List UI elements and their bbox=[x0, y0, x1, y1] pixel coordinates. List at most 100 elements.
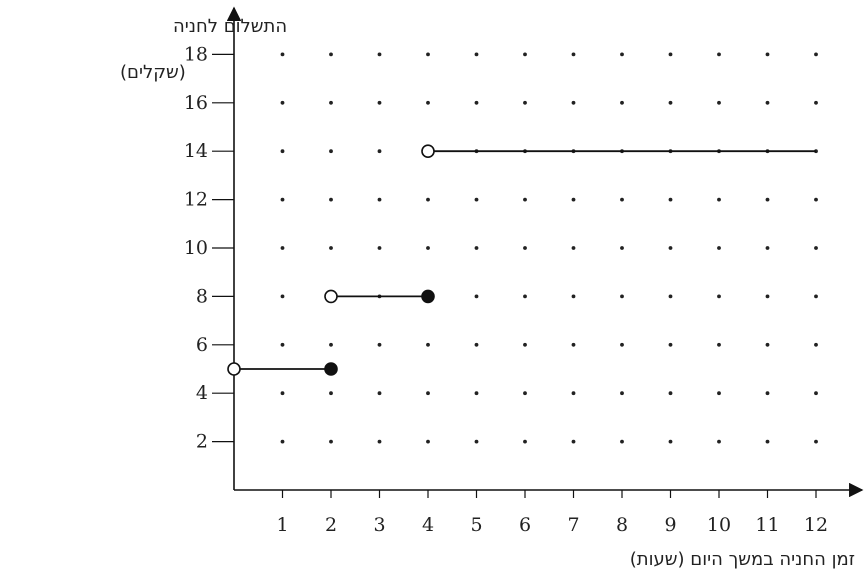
grid-dot bbox=[426, 439, 430, 444]
grid-dot bbox=[571, 100, 576, 105]
grid-dot bbox=[765, 391, 770, 396]
grid-dot bbox=[620, 246, 624, 250]
grid-dot bbox=[426, 342, 430, 347]
grid-dot bbox=[329, 197, 333, 202]
grid-dot bbox=[765, 439, 770, 444]
grid-dot bbox=[765, 294, 770, 299]
grid-dot bbox=[474, 391, 479, 396]
grid-dot bbox=[765, 100, 770, 105]
grid-dot bbox=[668, 342, 673, 347]
x-axis-title: זמן החניה במשך היום (שעות) bbox=[630, 549, 855, 570]
x-tick-label: 5 bbox=[470, 514, 482, 536]
grid-dot bbox=[668, 52, 673, 57]
x-tick-label: 12 bbox=[804, 514, 828, 536]
grid-dot bbox=[377, 52, 382, 57]
x-tick-label: 3 bbox=[373, 514, 385, 536]
x-tick-label: 10 bbox=[707, 514, 731, 536]
grid-dot bbox=[620, 439, 624, 444]
x-tick-label: 2 bbox=[325, 514, 337, 536]
grid-dot bbox=[523, 100, 527, 105]
grid-dot bbox=[620, 52, 624, 57]
grid-dot bbox=[717, 391, 721, 396]
grid-dot bbox=[523, 439, 527, 444]
grid-dot bbox=[280, 342, 285, 347]
grid-dot bbox=[474, 246, 479, 250]
grid-dot bbox=[620, 342, 624, 347]
y-tick-label: 16 bbox=[184, 92, 208, 114]
grid-dot bbox=[571, 294, 576, 299]
grid-dot bbox=[571, 391, 576, 396]
closed-point-2-end bbox=[421, 289, 435, 304]
y-axis-title-line1: התשלום לחניה bbox=[173, 16, 287, 37]
y-tick-label: 8 bbox=[196, 285, 208, 307]
grid-dot bbox=[280, 439, 285, 444]
grid-dot bbox=[426, 100, 430, 105]
grid-dot bbox=[426, 246, 430, 250]
grid-dot bbox=[474, 197, 479, 202]
y-tick-label: 10 bbox=[184, 237, 208, 259]
grid-dot bbox=[377, 100, 382, 105]
grid-dot bbox=[814, 197, 818, 202]
grid-dot bbox=[329, 391, 333, 396]
x-tick-label: 11 bbox=[755, 514, 779, 536]
open-point-1-start bbox=[227, 362, 241, 376]
x-tick-label: 6 bbox=[519, 514, 531, 536]
x-tick-label: 7 bbox=[567, 514, 579, 536]
grid-dot bbox=[814, 439, 818, 444]
grid-dot bbox=[329, 100, 333, 105]
grid-dot bbox=[668, 391, 673, 396]
grid-dot bbox=[814, 246, 818, 250]
y-tick-label: 14 bbox=[184, 140, 208, 162]
x-tick-label: 8 bbox=[616, 514, 628, 536]
grid-dot bbox=[426, 52, 430, 57]
grid-dot bbox=[717, 439, 721, 444]
grid-dot bbox=[377, 149, 382, 154]
grid-dot bbox=[620, 294, 624, 299]
grid-dot bbox=[620, 197, 624, 202]
grid-dot bbox=[280, 246, 285, 250]
grid-dot bbox=[765, 246, 770, 250]
grid-dot bbox=[765, 197, 770, 202]
grid-dot bbox=[329, 149, 333, 154]
grid-dot bbox=[814, 52, 818, 57]
y-tick-label: 2 bbox=[196, 431, 208, 453]
grid-dot bbox=[426, 197, 430, 202]
grid-dot bbox=[571, 197, 576, 202]
grid-dot bbox=[523, 391, 527, 396]
grid-dot bbox=[668, 197, 673, 202]
grid-dot bbox=[280, 149, 285, 154]
grid-dot bbox=[474, 100, 479, 105]
grid-dot bbox=[377, 439, 382, 444]
grid-dot bbox=[523, 52, 527, 57]
closed-point-1-end bbox=[324, 362, 338, 376]
grid-dot bbox=[474, 439, 479, 444]
x-tick-label: 9 bbox=[664, 514, 676, 536]
grid-dot bbox=[377, 391, 382, 396]
open-point-2-start bbox=[324, 289, 338, 304]
grid-dot bbox=[668, 246, 673, 250]
grid-dot bbox=[814, 100, 818, 105]
grid-dot bbox=[329, 439, 333, 444]
grid-dot bbox=[280, 52, 285, 57]
grid-dot bbox=[668, 439, 673, 444]
grid-dot bbox=[571, 342, 576, 347]
grid-dot bbox=[620, 100, 624, 105]
grid-dot bbox=[329, 52, 333, 57]
grid-dot bbox=[329, 342, 333, 347]
grid-dot bbox=[571, 52, 576, 57]
grid-dot bbox=[523, 294, 527, 299]
dot-grid bbox=[280, 52, 818, 444]
grid-dot bbox=[668, 294, 673, 299]
grid-dot bbox=[717, 100, 721, 105]
axes bbox=[226, 6, 864, 498]
grid-dot bbox=[377, 197, 382, 202]
grid-dot bbox=[814, 342, 818, 347]
open-point-3-start bbox=[421, 144, 435, 158]
grid-dot bbox=[717, 294, 721, 299]
y-axis-title-line2: (שקלים) bbox=[120, 62, 186, 83]
grid-dot bbox=[523, 197, 527, 202]
grid-dot bbox=[377, 246, 382, 250]
grid-dot bbox=[474, 294, 479, 299]
grid-dot bbox=[717, 342, 721, 347]
